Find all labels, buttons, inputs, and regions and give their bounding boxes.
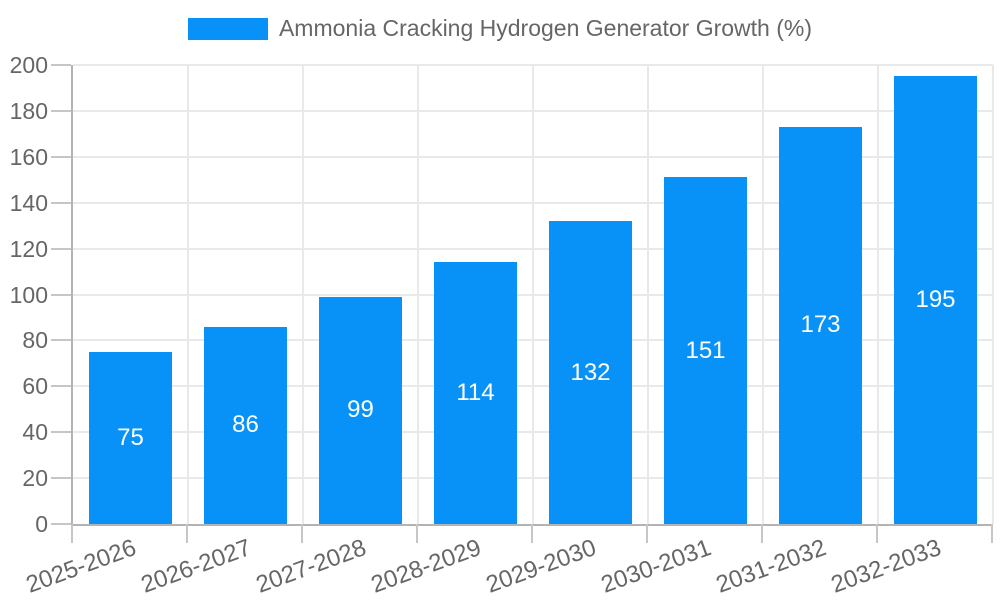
y-axis-label: 180 — [9, 97, 48, 124]
y-axis-label: 160 — [9, 143, 48, 170]
x-axis-label: 2030-2031 — [597, 534, 715, 599]
y-axis-label: 80 — [22, 327, 48, 354]
y-axis-label: 0 — [35, 511, 48, 537]
y-axis-label: 20 — [22, 465, 48, 492]
bar-value-label: 75 — [117, 423, 144, 451]
y-tick-mark — [51, 201, 71, 204]
x-axis-label: 2032-2033 — [827, 534, 945, 599]
bar[interactable]: 195 — [894, 76, 977, 524]
y-tick-mark — [51, 109, 71, 112]
bar-value-label: 173 — [800, 311, 841, 339]
gridline-vertical — [532, 65, 534, 524]
x-tick-mark — [186, 524, 188, 543]
x-axis-label: 2025-2026 — [22, 534, 140, 599]
y-axis-label: 120 — [9, 235, 48, 262]
x-axis-label: 2027-2028 — [252, 534, 370, 599]
y-axis-label: 40 — [22, 419, 48, 446]
bar[interactable]: 132 — [549, 221, 632, 524]
x-tick-mark — [531, 524, 533, 543]
gridline-vertical — [302, 65, 304, 524]
y-tick-mark — [51, 155, 71, 158]
x-axis-label: 2031-2032 — [712, 534, 830, 599]
x-tick-mark — [301, 524, 303, 543]
x-tick-mark — [416, 524, 418, 543]
bar[interactable]: 86 — [204, 326, 287, 524]
x-axis-label: 2026-2027 — [137, 534, 255, 599]
bar-value-label: 132 — [570, 358, 611, 386]
bar-value-label: 99 — [347, 396, 374, 424]
y-tick-mark — [51, 339, 71, 342]
y-tick-mark — [51, 431, 71, 434]
x-tick-mark — [761, 524, 763, 543]
gridline-vertical — [877, 65, 879, 524]
y-axis-label: 60 — [22, 373, 48, 400]
x-axis-label: 2028-2029 — [367, 534, 485, 599]
y-tick-mark — [51, 247, 71, 250]
gridline-vertical — [992, 65, 994, 524]
y-tick-mark — [51, 477, 71, 480]
bar-value-label: 86 — [232, 411, 259, 439]
gridline-vertical — [187, 65, 189, 524]
bar[interactable]: 151 — [664, 177, 747, 524]
plot-area: 75 86 99 114 132 151 173 195 — [71, 64, 994, 526]
y-axis-label: 100 — [9, 281, 48, 308]
bar-value-label: 114 — [456, 379, 495, 407]
x-tick-mark — [646, 524, 648, 543]
y-axis-label: 140 — [9, 189, 48, 216]
y-tick-mark — [51, 385, 71, 388]
y-tick-mark — [51, 293, 71, 296]
x-tick-mark — [991, 524, 993, 543]
y-tick-mark — [51, 523, 71, 525]
legend-swatch — [187, 17, 268, 40]
x-axis-label: 2029-2030 — [482, 534, 600, 599]
bar[interactable]: 75 — [89, 351, 172, 524]
bar-value-label: 195 — [915, 286, 956, 314]
gridline-vertical — [417, 65, 419, 524]
bar-value-label: 151 — [685, 336, 726, 364]
y-tick-mark — [51, 64, 71, 66]
y-axis-label: 200 — [9, 52, 48, 78]
x-tick-mark — [71, 524, 73, 543]
gridline-vertical — [762, 65, 764, 524]
legend-label: Ammonia Cracking Hydrogen Generator Grow… — [278, 15, 813, 41]
bar[interactable]: 114 — [434, 262, 517, 524]
bar[interactable]: 99 — [319, 296, 402, 524]
legend-item[interactable]: Ammonia Cracking Hydrogen Generator Grow… — [0, 15, 1000, 43]
x-tick-mark — [876, 524, 878, 543]
bar[interactable]: 173 — [779, 126, 862, 524]
gridline-vertical — [647, 65, 649, 524]
